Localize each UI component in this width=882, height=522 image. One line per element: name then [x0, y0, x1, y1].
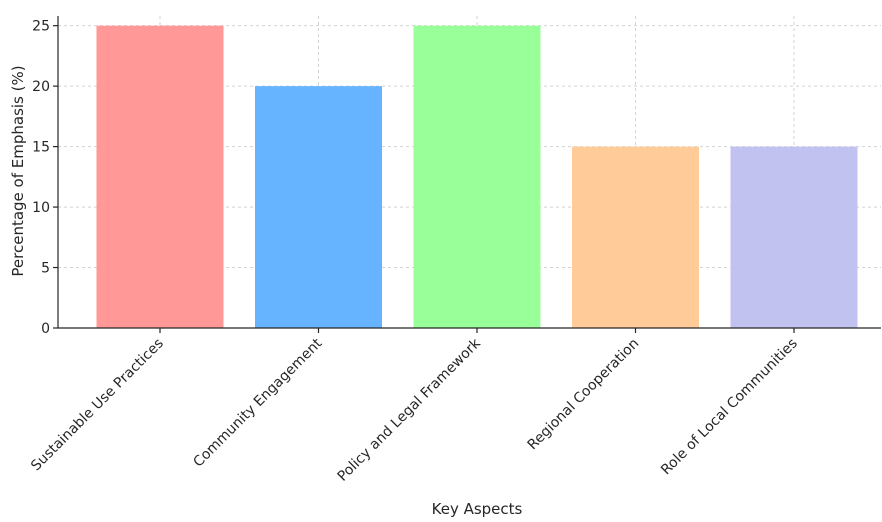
y-tick-label: 15	[32, 140, 50, 156]
y-tick-label: 20	[32, 79, 50, 95]
x-tick-label: Policy and Legal Framework	[335, 335, 485, 485]
axis-layer	[53, 16, 881, 333]
y-tick-label: 25	[32, 19, 50, 35]
x-tick-label: Regional Cooperation	[525, 336, 643, 454]
x-tick-label: Role of Local Communities	[658, 336, 801, 479]
y-tick-label: 0	[41, 321, 50, 337]
bar-layer	[96, 25, 858, 329]
y-tick-label: 5	[41, 261, 50, 277]
bar-sustainable-use-practices	[96, 25, 224, 329]
y-axis-title: Percentage of Emphasis (%)	[9, 65, 27, 276]
x-tick-label: Sustainable Use Practices	[28, 336, 167, 475]
bar-role-of-local-communities	[730, 146, 858, 328]
x-tick-label: Community Engagement	[190, 335, 325, 470]
bar-regional-cooperation	[572, 146, 699, 328]
y-tick-label: 10	[32, 200, 50, 216]
bar-community-engagement	[255, 86, 382, 329]
bar-policy-and-legal-framework	[413, 25, 541, 329]
x-axis-title: Key Aspects	[432, 500, 523, 518]
